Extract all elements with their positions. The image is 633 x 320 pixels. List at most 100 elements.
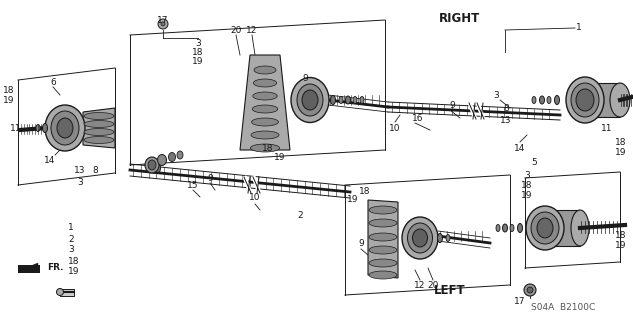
Circle shape [527,287,533,293]
Text: 18: 18 [615,138,627,147]
Text: 20: 20 [230,26,242,35]
Text: 6: 6 [50,77,56,86]
Text: 8: 8 [503,103,509,113]
Ellipse shape [177,151,183,159]
Bar [18,265,40,273]
Ellipse shape [57,118,73,138]
Text: 3: 3 [493,91,499,100]
Ellipse shape [346,96,351,104]
Ellipse shape [158,155,166,165]
Ellipse shape [531,212,559,244]
Ellipse shape [566,77,604,123]
Text: 2: 2 [68,235,73,244]
Ellipse shape [147,164,153,172]
Text: 18: 18 [68,257,80,266]
Text: FR.: FR. [47,262,63,271]
Text: 1: 1 [576,22,582,31]
Bar [60,289,74,296]
Text: LEFT: LEFT [434,284,466,297]
Ellipse shape [369,259,397,267]
Ellipse shape [297,84,323,116]
Ellipse shape [446,235,450,242]
Ellipse shape [251,131,279,139]
Ellipse shape [253,92,277,100]
Text: 15: 15 [187,180,199,189]
Ellipse shape [252,105,278,113]
Text: 9: 9 [302,74,308,83]
Bar [545,210,580,246]
Ellipse shape [408,223,432,253]
Text: 18: 18 [3,85,15,94]
Circle shape [161,22,165,26]
Circle shape [158,19,168,29]
Ellipse shape [496,225,500,231]
Ellipse shape [251,144,280,152]
Text: 3: 3 [195,38,201,47]
Ellipse shape [353,97,357,103]
Ellipse shape [84,129,114,135]
Ellipse shape [369,246,397,254]
Text: 13: 13 [500,116,511,124]
Text: 19: 19 [348,196,359,204]
Ellipse shape [571,83,599,117]
Text: 20: 20 [427,281,439,290]
Text: 18: 18 [615,230,627,239]
Text: 11: 11 [10,124,22,132]
Text: 17: 17 [514,298,526,307]
Ellipse shape [254,66,276,74]
Text: 10: 10 [249,194,261,203]
Text: 19: 19 [615,148,627,156]
Text: 19: 19 [274,153,285,162]
Ellipse shape [369,233,397,241]
Ellipse shape [532,97,536,103]
Text: 11: 11 [601,124,613,132]
Ellipse shape [369,271,397,279]
Text: 18: 18 [521,180,533,189]
Text: 18: 18 [262,143,273,153]
Ellipse shape [539,96,544,104]
Ellipse shape [253,79,277,87]
Circle shape [524,284,536,296]
Ellipse shape [148,160,156,170]
Polygon shape [240,55,290,150]
Text: 19: 19 [615,241,627,250]
Text: 3: 3 [524,171,530,180]
Text: 8: 8 [92,165,98,174]
Ellipse shape [360,97,364,103]
Ellipse shape [339,97,343,103]
Ellipse shape [330,95,335,105]
Bar [585,83,620,117]
Ellipse shape [555,95,560,105]
Ellipse shape [84,113,114,119]
Ellipse shape [84,137,114,143]
Text: RIGHT: RIGHT [439,12,480,25]
Text: 10: 10 [389,124,401,132]
Ellipse shape [42,124,47,132]
Ellipse shape [156,164,161,172]
Ellipse shape [576,89,594,111]
Text: 18: 18 [360,188,371,196]
Text: 9: 9 [449,100,455,109]
Text: 16: 16 [412,114,423,123]
Text: 19: 19 [521,190,533,199]
Text: 13: 13 [74,165,85,174]
Ellipse shape [45,105,85,151]
Text: 18: 18 [192,47,204,57]
Text: 17: 17 [157,15,169,25]
Text: 14: 14 [44,156,56,164]
Ellipse shape [571,210,589,246]
Text: 1: 1 [68,223,74,233]
Text: 2: 2 [297,211,303,220]
Ellipse shape [503,224,508,232]
Ellipse shape [510,225,514,231]
Ellipse shape [145,157,159,173]
Text: 12: 12 [246,26,258,35]
Ellipse shape [526,206,564,250]
Ellipse shape [437,234,442,243]
Ellipse shape [369,219,397,227]
Ellipse shape [84,121,114,127]
Text: 3: 3 [77,178,83,187]
Ellipse shape [402,217,438,259]
Ellipse shape [610,83,630,117]
Text: 12: 12 [415,281,425,290]
